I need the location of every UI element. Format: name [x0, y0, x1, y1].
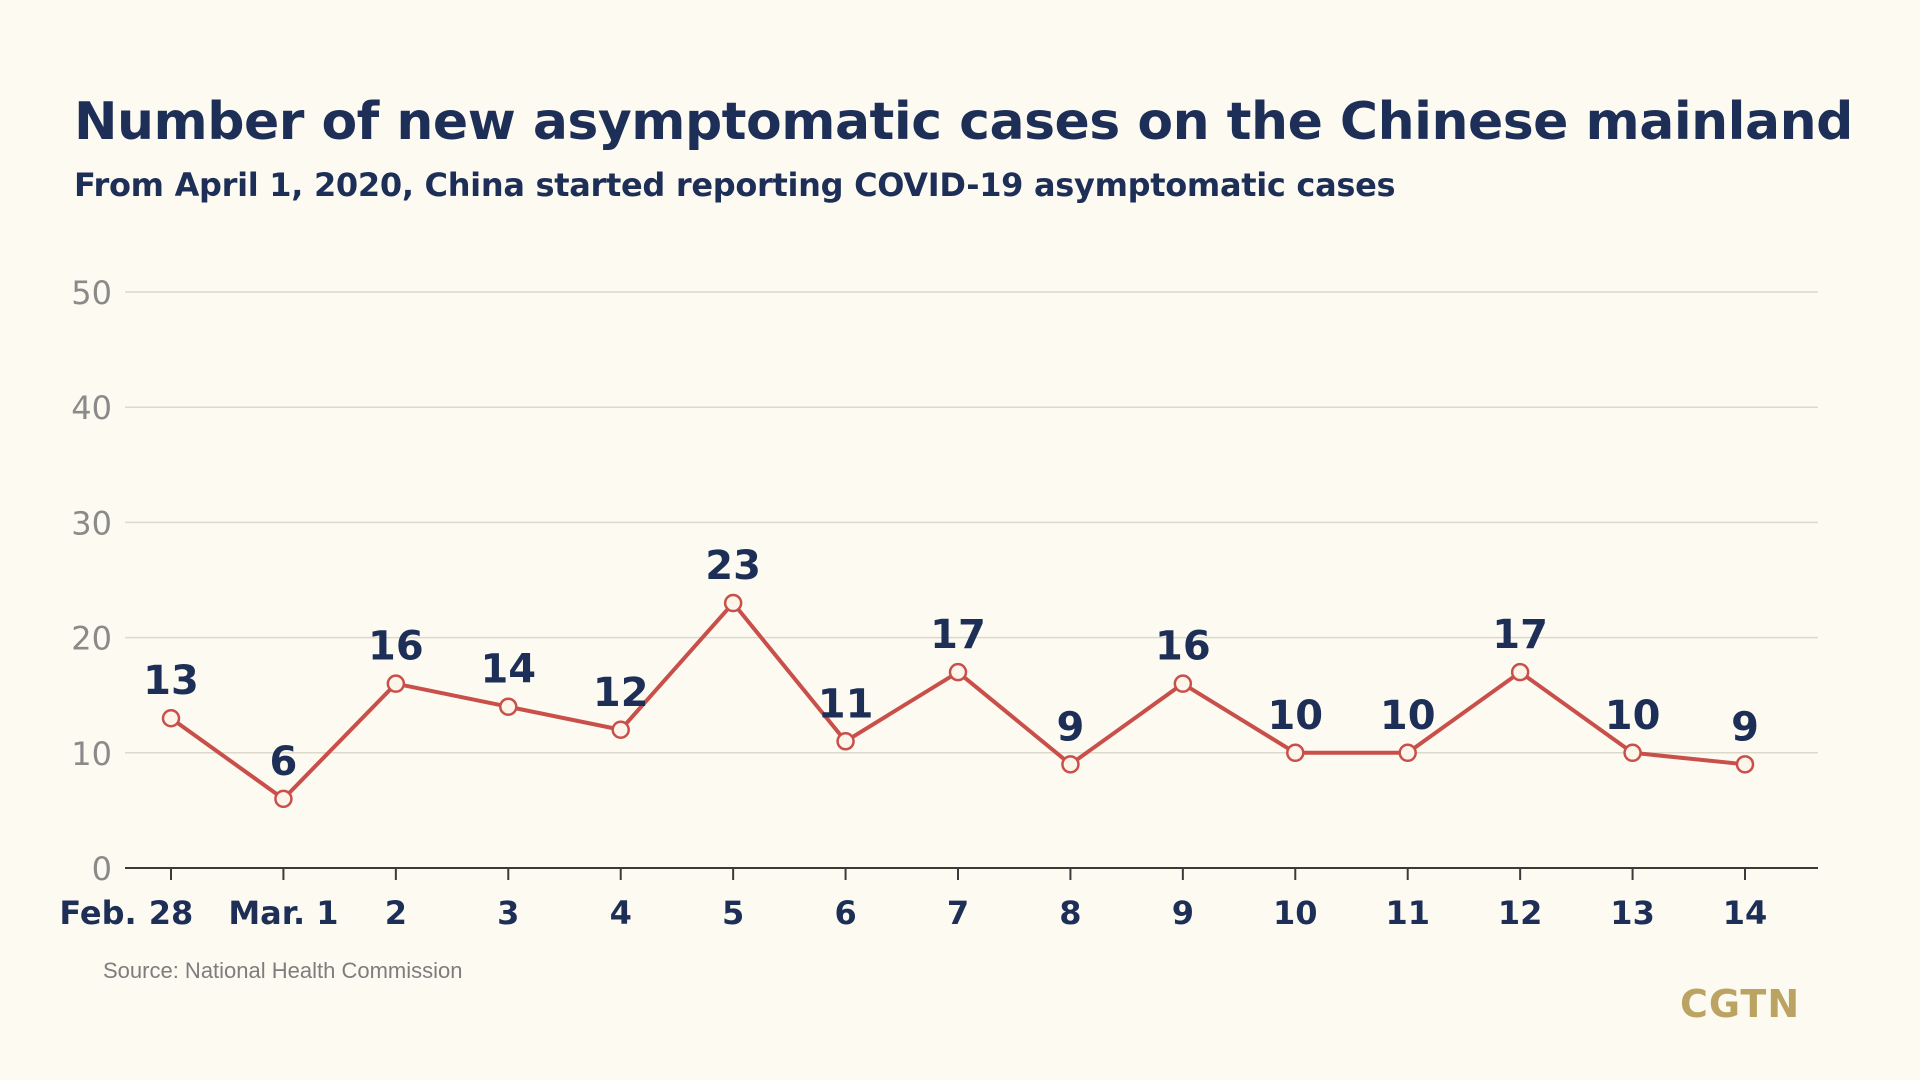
- data-label: 13: [143, 658, 199, 704]
- y-tick-label: 50: [71, 274, 112, 312]
- y-axis-ticks: 0 10 20 30 40 50: [71, 274, 112, 888]
- data-point: [1510, 662, 1530, 682]
- x-tick-label: 4: [610, 894, 632, 932]
- x-axis-prefix-label: Feb.: [59, 894, 136, 932]
- data-label: 16: [368, 624, 424, 670]
- source-note: Source: National Health Commission: [103, 958, 463, 983]
- data-point: [948, 662, 968, 682]
- data-points: [161, 593, 1755, 809]
- x-tick-label: Mar. 1: [228, 894, 338, 932]
- data-labels: 13 6 16 14 12 23 11 17 9 16 10 10 17 10 9: [143, 543, 1759, 785]
- data-point: [499, 697, 518, 716]
- x-tick-label: 28: [149, 894, 194, 932]
- data-label: 23: [705, 543, 761, 589]
- data-point: [1623, 743, 1642, 763]
- x-tick-label: 3: [497, 894, 519, 932]
- x-tick-label: 10: [1273, 894, 1318, 932]
- data-label: 14: [480, 647, 536, 693]
- data-label: 16: [1155, 624, 1211, 670]
- data-point: [611, 720, 630, 740]
- x-tick-label: 6: [834, 894, 856, 932]
- data-point: [1061, 755, 1080, 774]
- data-point: [1173, 674, 1193, 693]
- y-tick-label: 40: [71, 389, 112, 427]
- brand-logo: CGTN: [1680, 982, 1801, 1026]
- data-point: [836, 732, 855, 751]
- x-tick-label: 8: [1059, 894, 1081, 932]
- data-label: 10: [1267, 693, 1323, 739]
- grid-layer: [125, 291, 1818, 869]
- data-label: 9: [1731, 704, 1759, 750]
- data-point: [1735, 755, 1755, 774]
- data-point: [274, 789, 293, 809]
- data-label: 11: [818, 681, 874, 727]
- data-label: 10: [1380, 693, 1436, 739]
- y-tick-label: 0: [92, 850, 112, 888]
- chart-title: Number of new asymptomatic cases on the …: [74, 92, 1853, 152]
- x-tick-label: 5: [722, 894, 744, 932]
- x-tick-label: 11: [1385, 894, 1430, 932]
- x-tick-label: 14: [1723, 894, 1768, 932]
- data-point: [1286, 743, 1305, 763]
- x-tick-label: 7: [947, 894, 969, 932]
- data-label: 10: [1605, 693, 1661, 739]
- y-tick-label: 10: [71, 735, 112, 773]
- data-label: 9: [1057, 704, 1085, 750]
- data-point: [1398, 743, 1417, 763]
- data-label: 17: [1492, 612, 1548, 658]
- data-label: 6: [270, 739, 298, 785]
- x-tick-label: 13: [1610, 894, 1655, 932]
- y-tick-label: 20: [71, 620, 112, 658]
- y-tick-label: 30: [71, 504, 112, 542]
- data-point: [161, 708, 181, 728]
- data-point: [723, 593, 743, 613]
- data-label: 12: [593, 670, 649, 716]
- x-axis-ticks: 28 Mar. 1 2 3 4 5 6 7 8 9 10 11 12 13 14: [149, 868, 1768, 932]
- data-label: 17: [930, 612, 986, 658]
- x-tick-label: 2: [385, 894, 407, 932]
- x-tick-label: 9: [1172, 894, 1194, 932]
- chart-subtitle: From April 1, 2020, China started report…: [74, 166, 1396, 204]
- data-point: [386, 674, 406, 693]
- x-tick-label: 12: [1498, 894, 1543, 932]
